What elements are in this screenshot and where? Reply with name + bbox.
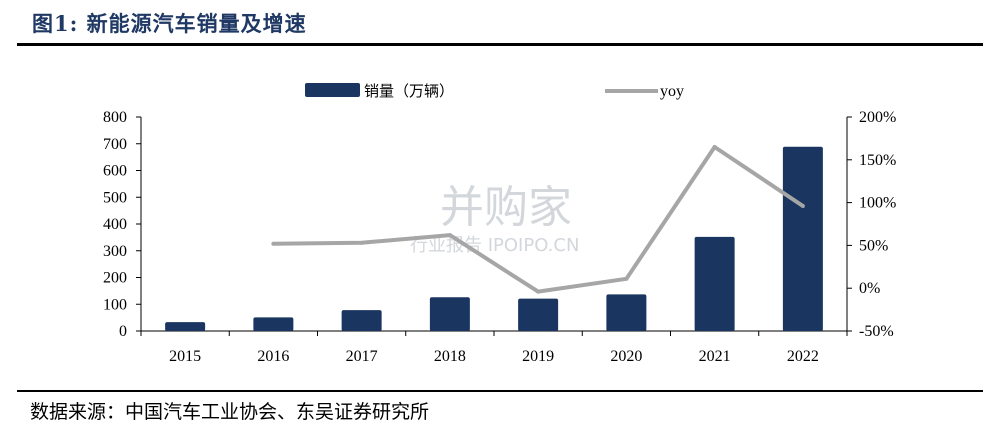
x-tick-label: 2020 <box>610 348 642 365</box>
source-note: 数据来源：中国汽车工业协会、东吴证券研究所 <box>30 401 430 423</box>
y-left-tick-label: 700 <box>103 136 127 153</box>
watermark-main: 并购家 <box>440 182 572 233</box>
y-right-tick-label: 200% <box>859 109 896 126</box>
bar <box>253 317 294 331</box>
yoy-point <box>536 289 541 294</box>
y-left-tick-label: 600 <box>103 163 127 180</box>
x-tick-label: 2022 <box>787 348 819 365</box>
legend-label-sales: 销量（万辆） <box>364 82 454 100</box>
yoy-point <box>359 240 364 245</box>
y-left-tick-label: 100 <box>103 296 127 313</box>
y-left-tick-label: 200 <box>103 270 127 287</box>
yoy-point <box>271 241 276 246</box>
x-tick-label: 2019 <box>522 348 554 365</box>
watermark-sub: 行业报告 IPOIPO.CN <box>410 235 579 256</box>
bar <box>165 322 206 331</box>
y-left-tick-label: 500 <box>103 189 127 206</box>
legend-label-yoy: yoy <box>660 83 684 100</box>
bar <box>606 294 647 331</box>
x-tick-label: 2017 <box>346 348 378 365</box>
top-rule <box>17 43 983 46</box>
y-right-tick-label: 100% <box>859 195 896 212</box>
yoy-point <box>447 233 452 238</box>
x-tick-label: 2016 <box>257 348 289 365</box>
x-tick-label: 2015 <box>169 348 201 365</box>
line-series <box>271 144 805 294</box>
y-left-tick-label: 400 <box>103 216 127 233</box>
y-right-tick-label: 150% <box>859 152 896 169</box>
bar <box>429 297 470 331</box>
yoy-point <box>800 204 805 209</box>
figure-title: 图1: 新能源汽车销量及增速 <box>32 11 307 36</box>
y-left-tick-label: 0 <box>119 323 127 340</box>
bottom-rule <box>17 390 983 392</box>
legend: 销量（万辆） yoy <box>305 82 684 100</box>
y-left-tick-label: 800 <box>103 109 127 126</box>
bar <box>518 298 559 331</box>
x-tick-label: 2018 <box>434 348 466 365</box>
bar-series <box>165 146 823 331</box>
y-left-tick-label: 300 <box>103 243 127 260</box>
axes: 0 100 200 300 400 500 600 700 800 -50% 0% 50% 100% 15… <box>103 109 896 365</box>
legend-swatch-sales <box>305 83 360 97</box>
bar <box>341 310 382 331</box>
bar <box>694 236 735 331</box>
x-tick-label: 2021 <box>699 348 731 365</box>
y-right-tick-label: 0% <box>859 280 880 297</box>
watermark: 并购家 行业报告 IPOIPO.CN <box>410 182 579 256</box>
y-right-tick-label: 50% <box>859 237 888 254</box>
yoy-point <box>712 144 717 149</box>
y-right-tick-label: -50% <box>859 323 894 340</box>
yoy-point <box>624 276 629 281</box>
bar <box>782 146 823 331</box>
